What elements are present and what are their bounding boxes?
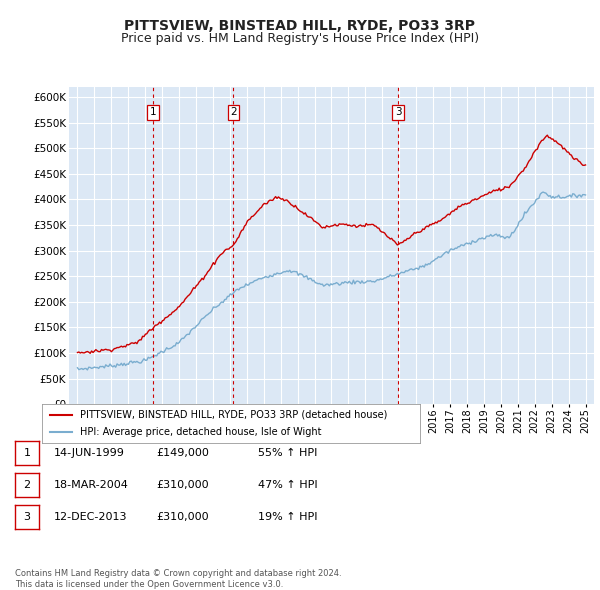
Text: PITTSVIEW, BINSTEAD HILL, RYDE, PO33 3RP (detached house): PITTSVIEW, BINSTEAD HILL, RYDE, PO33 3RP… [80, 409, 387, 419]
Text: 3: 3 [395, 107, 402, 117]
Text: 55% ↑ HPI: 55% ↑ HPI [258, 448, 317, 458]
Text: HPI: Average price, detached house, Isle of Wight: HPI: Average price, detached house, Isle… [80, 427, 322, 437]
Text: PITTSVIEW, BINSTEAD HILL, RYDE, PO33 3RP: PITTSVIEW, BINSTEAD HILL, RYDE, PO33 3RP [125, 19, 476, 34]
Text: 3: 3 [23, 512, 31, 522]
Text: £149,000: £149,000 [156, 448, 209, 458]
Text: Price paid vs. HM Land Registry's House Price Index (HPI): Price paid vs. HM Land Registry's House … [121, 32, 479, 45]
Text: 1: 1 [23, 448, 31, 458]
Text: £310,000: £310,000 [156, 480, 209, 490]
Text: 47% ↑ HPI: 47% ↑ HPI [258, 480, 317, 490]
Text: 1: 1 [149, 107, 156, 117]
Text: 2: 2 [23, 480, 31, 490]
Text: 14-JUN-1999: 14-JUN-1999 [54, 448, 125, 458]
Text: 18-MAR-2004: 18-MAR-2004 [54, 480, 129, 490]
Text: 12-DEC-2013: 12-DEC-2013 [54, 512, 128, 522]
Text: Contains HM Land Registry data © Crown copyright and database right 2024.
This d: Contains HM Land Registry data © Crown c… [15, 569, 341, 589]
Text: 19% ↑ HPI: 19% ↑ HPI [258, 512, 317, 522]
Text: £310,000: £310,000 [156, 512, 209, 522]
Text: 2: 2 [230, 107, 237, 117]
